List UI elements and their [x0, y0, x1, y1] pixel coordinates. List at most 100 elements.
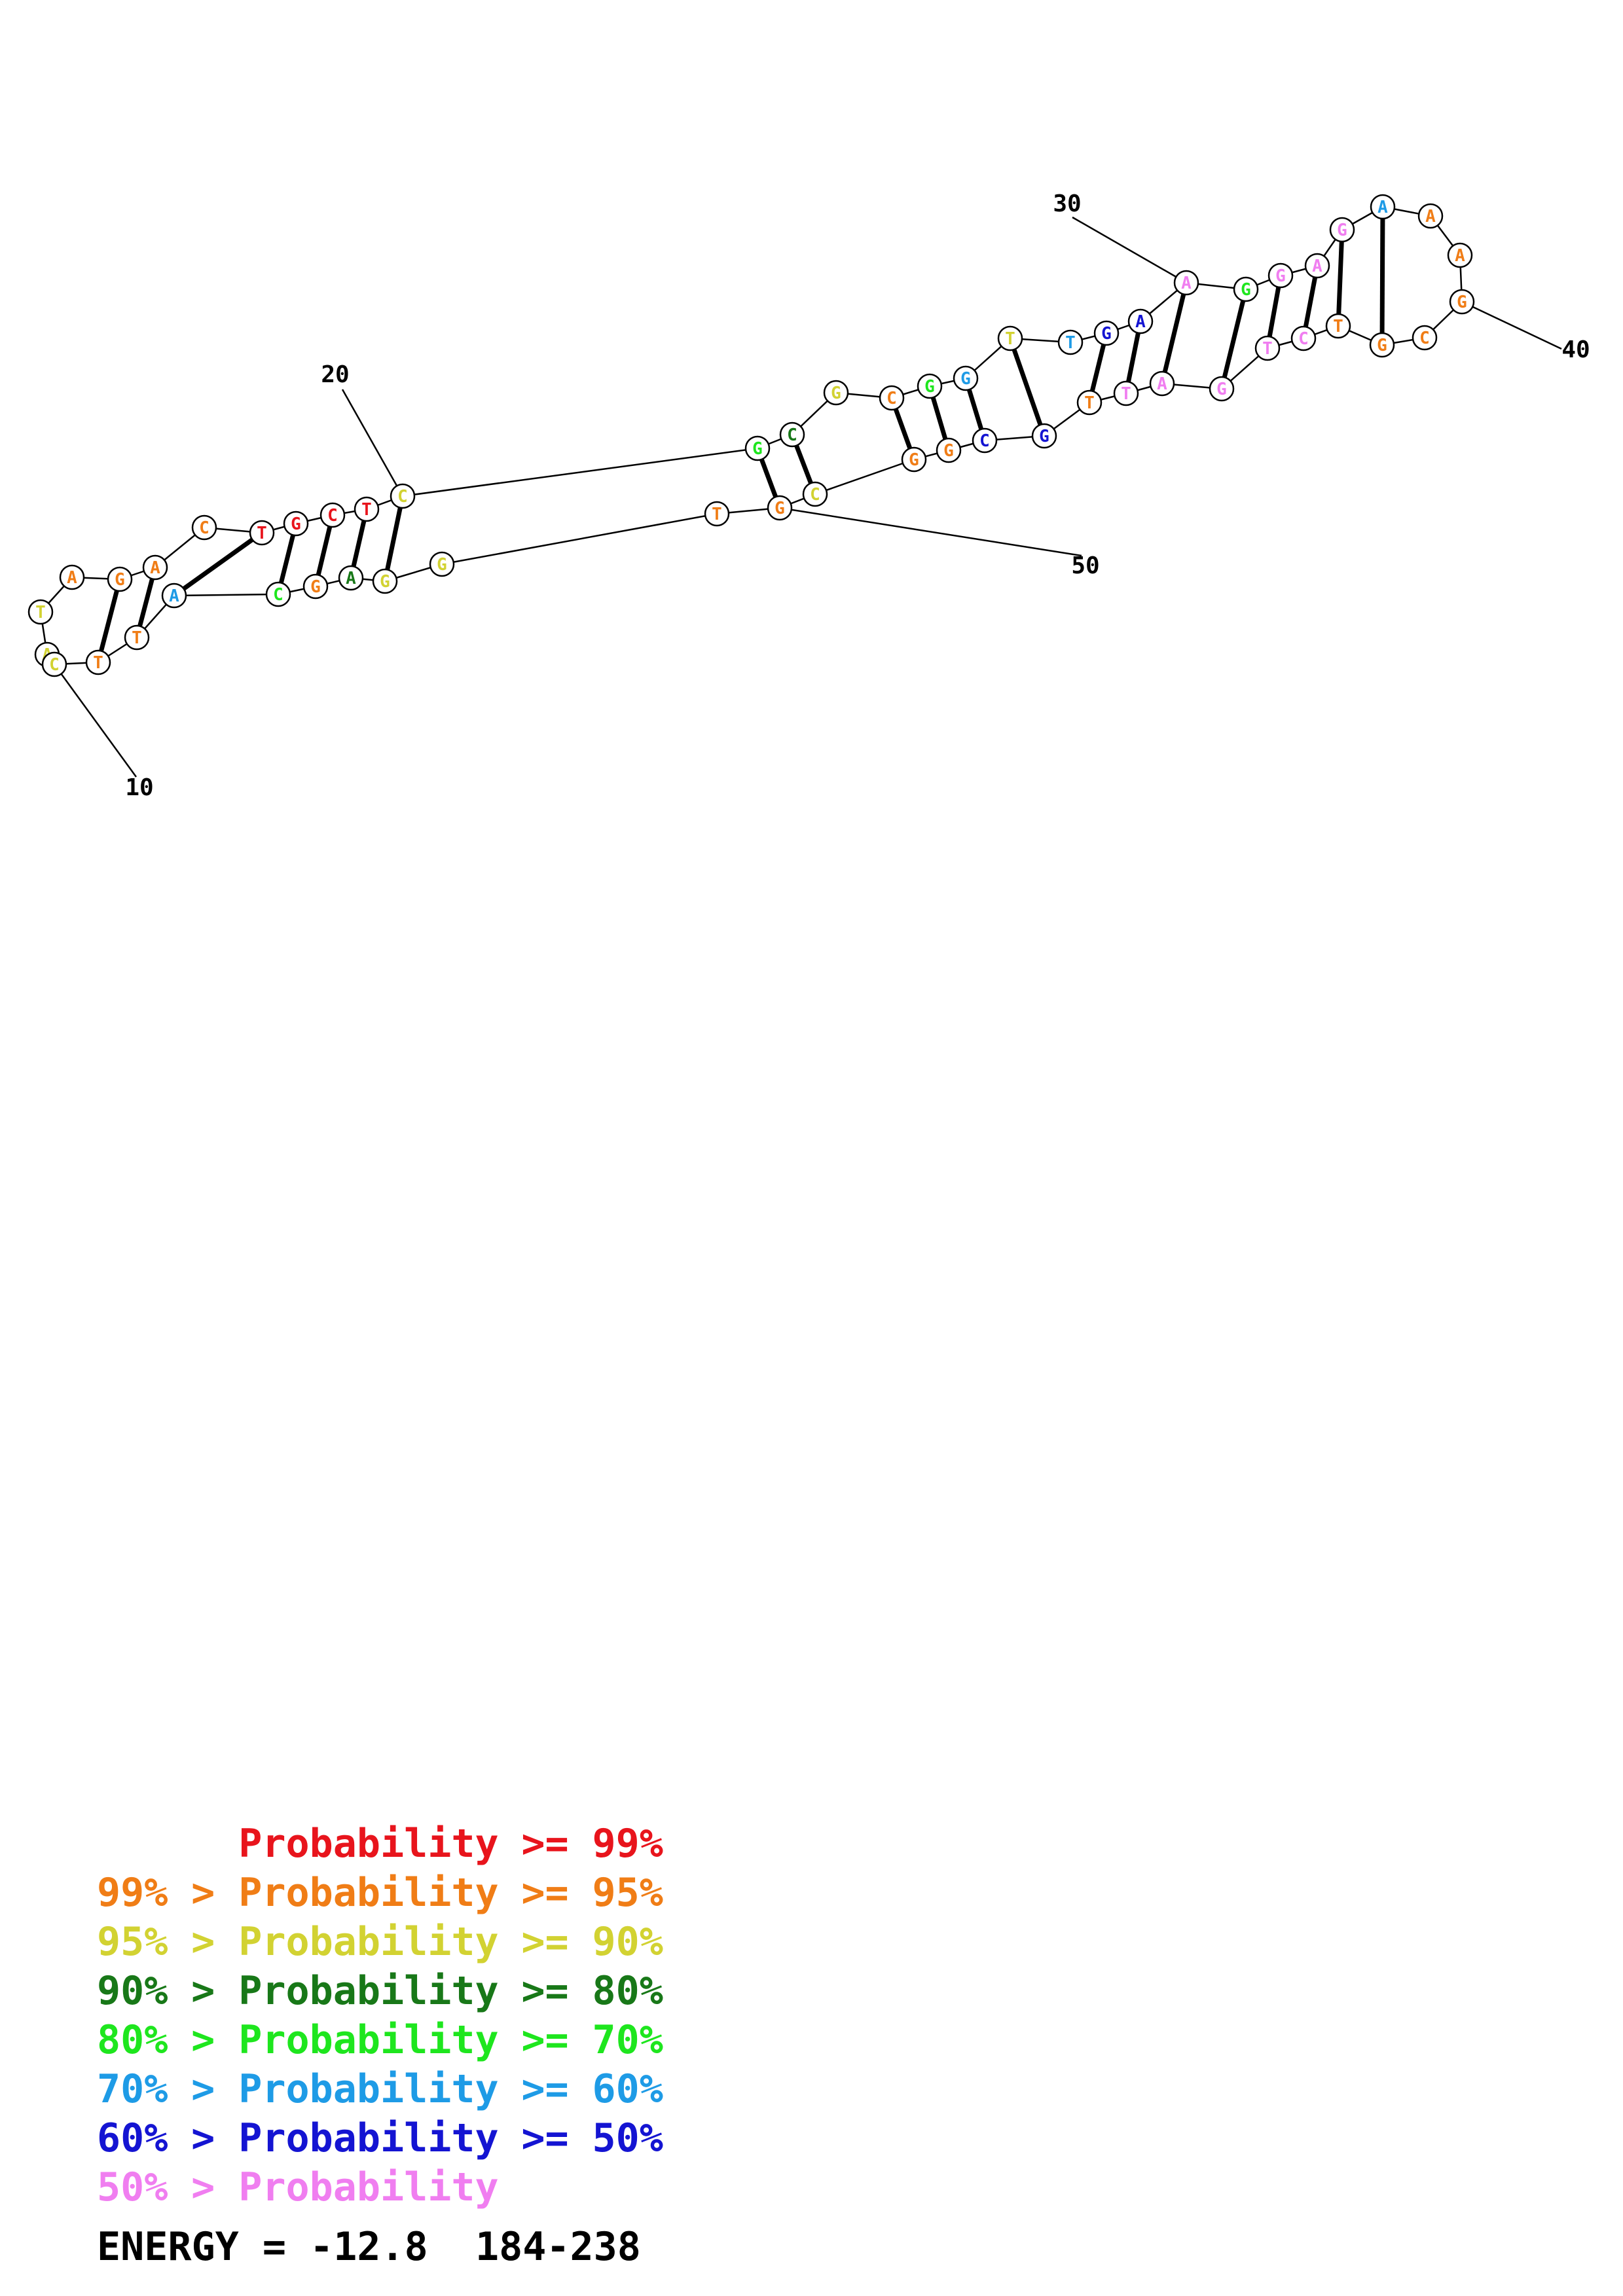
nucleotide-circle: [302, 573, 329, 600]
nucleotide-circle: [1325, 313, 1351, 339]
nucleotide-letter: T: [1065, 333, 1076, 353]
base-pair-bond: [137, 578, 155, 627]
legend-row: 70% > Probability >= 60%: [97, 2065, 663, 2114]
nucleotide-circle: [1127, 308, 1154, 334]
nucleotide-letter: C: [1298, 329, 1309, 349]
nucleotide-circle: [27, 599, 54, 625]
nucleotide-letter: C: [49, 655, 60, 675]
nucleotide-circle: [1449, 289, 1475, 315]
nucleotide-letter: T: [712, 505, 722, 524]
nucleotide: A: [1127, 308, 1154, 334]
base-pair-bond: [966, 389, 984, 430]
nucleotide: T: [85, 649, 111, 675]
legend-gt: >: [191, 2164, 215, 2210]
base-pair-bond: [759, 458, 778, 498]
nucleotide-circle: [997, 325, 1023, 351]
legend-op: >=: [521, 1821, 569, 1867]
nucleotide: C: [779, 422, 805, 448]
nucleotide: A: [59, 564, 85, 590]
nucleotide: T: [249, 520, 275, 546]
legend-op: >=: [521, 2115, 569, 2161]
nucleotide-circle: [59, 564, 85, 590]
nucleotide: G: [917, 373, 943, 399]
nucleotide: G: [429, 551, 455, 577]
nucleotide: A: [1370, 194, 1396, 220]
base-pair-bond: [893, 408, 913, 450]
legend-value: 90%: [592, 1919, 663, 1965]
legend-row: 80% > Probability >= 70%: [97, 2016, 663, 2065]
nucleotide: G: [1267, 262, 1294, 289]
nucleotide: T: [704, 501, 730, 527]
nucleotide-letter: G: [943, 441, 954, 461]
nucleotide: G: [823, 380, 849, 406]
nucleotide: G: [372, 568, 398, 594]
nucleotide-letter: T: [1333, 317, 1343, 336]
nucleotide-letter: G: [909, 450, 919, 470]
nucleotide-letter: G: [831, 384, 841, 403]
index-tick-line: [1461, 300, 1562, 350]
nucleotide-letter: G: [752, 439, 763, 459]
legend-prefix: 60%: [97, 2115, 168, 2161]
legend-row: 95% > Probability >= 90%: [97, 1918, 663, 1967]
nucleotide: C: [972, 427, 998, 454]
nucleotide: A: [338, 565, 364, 591]
nucleotide-circle: [779, 422, 805, 448]
base-pair-bond: [1012, 348, 1043, 426]
nucleotide: T: [1254, 335, 1281, 361]
nucleotide-circle: [1093, 320, 1120, 346]
nucleotide-circle: [917, 373, 943, 399]
base-pair-bond: [385, 507, 403, 571]
energy-label: ENERGY: [97, 2224, 239, 2270]
legend-row: 99% > Probability >= 95%: [97, 1869, 663, 1918]
nucleotide-letter: C: [787, 425, 797, 445]
nucleotide-circle: [704, 501, 730, 527]
nucleotide: T: [997, 325, 1023, 351]
nucleotide: C: [879, 385, 905, 411]
probability-legend: Probability >= 99% 99% > Probability >= 9…: [97, 1820, 663, 2212]
legend-gt: >: [191, 1870, 215, 1916]
nucleotide-letter: G: [1337, 221, 1347, 240]
nucleotide-circle: [107, 566, 133, 592]
nucleotide-circle: [161, 583, 187, 609]
base-pair-bond: [1267, 287, 1281, 337]
base-pair-bond: [182, 537, 254, 591]
nucleotide: C: [265, 581, 291, 607]
legend-label: Probability: [238, 2115, 499, 2161]
backbone-segment: [402, 447, 758, 497]
nucleotide-circle: [1447, 242, 1473, 268]
index-label: 50: [1071, 552, 1099, 579]
nucleotide-letter: C: [327, 506, 338, 526]
nucleotide: C: [1290, 325, 1317, 351]
legend-gt: >: [191, 2017, 215, 2063]
legend-op: >=: [521, 1870, 569, 1916]
nucleotide: A: [1447, 242, 1473, 268]
nucleotide-letter: T: [1005, 329, 1015, 349]
base-pair-bond: [1089, 344, 1106, 392]
base-pair-bond: [1126, 332, 1140, 383]
legend-value: 50%: [592, 2115, 663, 2161]
legend-prefix: 99%: [97, 1870, 168, 1916]
nucleotide-circle: [142, 554, 168, 581]
nucleotide: G: [1329, 217, 1355, 243]
nucleotide-circle: [354, 496, 380, 522]
index-tick-line: [1072, 216, 1187, 284]
nucleotide-circle: [744, 435, 771, 461]
legend-prefix: 95%: [97, 1919, 168, 1965]
base-pair-bond: [1379, 218, 1385, 334]
nucleotide: G: [107, 566, 133, 592]
nucleotide-letter: A: [169, 586, 179, 606]
nucleotide-letter: G: [1457, 293, 1467, 312]
nucleotide-circle: [85, 649, 111, 675]
nucleotide-letter: A: [1455, 246, 1465, 266]
nucleotide-letter: C: [886, 389, 897, 408]
nucleotide-circle: [124, 624, 150, 651]
nucleotide-circle: [936, 437, 962, 463]
legend-label: Probability: [238, 2066, 499, 2112]
legend-gt: >: [191, 1919, 215, 1965]
legend-prefix: 70%: [97, 2066, 168, 2112]
nucleotide: C: [802, 481, 828, 507]
index-label: 20: [321, 361, 349, 388]
nucleotide-letter: C: [979, 431, 990, 451]
nucleotide: C: [41, 651, 67, 677]
legend-gt: >: [191, 1968, 215, 2014]
